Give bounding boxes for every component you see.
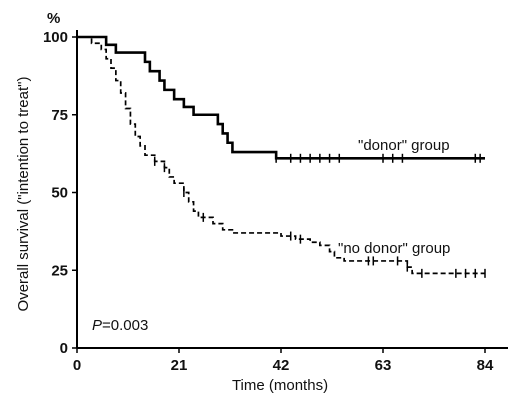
series-label-donor: "donor" group (358, 137, 450, 154)
x-tick-label: 42 (273, 357, 290, 374)
series-layer (77, 35, 486, 278)
y-tick-label: 0 (60, 340, 68, 357)
p-value-text: =0.003 (102, 317, 148, 334)
x-axis-title: Time (months) (232, 377, 328, 394)
axes: 0 21 42 63 84 0 25 50 75 100 (43, 29, 508, 374)
p-value-annotation: P=0.003 (92, 317, 148, 334)
series-line-no-donor (77, 36, 485, 275)
x-tick-label: 63 (375, 357, 392, 374)
p-value-symbol: P (92, 317, 102, 334)
y-tick-label: 50 (51, 185, 68, 202)
x-tick-label: 21 (171, 357, 188, 374)
series-label-no-donor: "no donor" group (338, 240, 450, 257)
x-tick-label: 84 (477, 357, 494, 374)
y-axis-title: Overall survival ("intention to treat") (15, 77, 32, 312)
y-tick-label: 100 (43, 29, 68, 46)
y-unit-label: % (47, 10, 60, 27)
y-tick-label: 25 (51, 262, 68, 279)
x-tick-label: 0 (73, 357, 81, 374)
series-line-donor (77, 35, 485, 160)
y-tick-label: 75 (51, 107, 68, 124)
